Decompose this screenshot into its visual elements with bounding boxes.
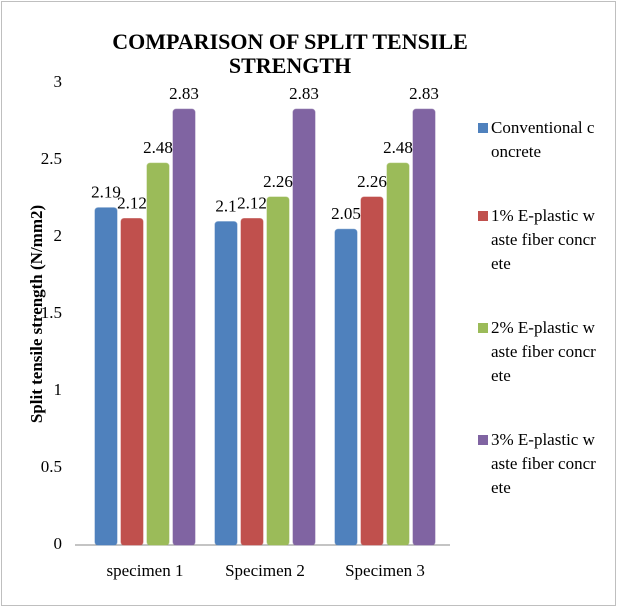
chart-title: COMPARISON OF SPLIT TENSILE STRENGTH [112,29,468,78]
legend-swatch [478,323,488,333]
y-tick-label: 1 [54,380,63,399]
data-label: 2.83 [409,84,439,103]
legend-label: 1% E-plastic waste fiber concrete [491,206,596,273]
legend-item: 1% E-plastic waste fiber concrete [478,204,608,276]
data-label: 2.26 [263,172,293,191]
data-label: 2.1 [215,197,236,216]
bar [94,207,118,546]
data-label: 2.83 [289,84,319,103]
legend-swatch [478,123,488,133]
legend-swatch [478,211,488,221]
y-tick-label: 0 [54,534,63,553]
legend-label: 3% E-plastic waste fiber concrete [491,430,596,497]
bar [334,228,358,546]
legend-item: 2% E-plastic waste fiber concrete [478,316,608,388]
data-label: 2.48 [143,138,173,157]
data-label: 2.83 [169,84,199,103]
legend: Conventional concrete 1% E-plastic waste … [478,116,608,500]
bar [172,108,196,546]
legend-label: 2% E-plastic waste fiber concrete [491,318,596,385]
legend-swatch [478,435,488,445]
data-label: 2.05 [331,204,361,223]
data-label: 2.12 [237,193,267,212]
legend-item: Conventional concrete [478,116,608,164]
legend-item: 3% E-plastic waste fiber concrete [478,428,608,500]
bar [214,221,238,546]
legend-label: Conventional concrete [491,118,595,161]
bar [412,108,436,546]
bar [360,196,384,546]
bar [240,218,264,546]
data-label: 2.26 [357,172,387,191]
y-tick-label: 0.5 [41,457,62,476]
y-axis-label: Split tensile strength (N/mm2) [27,205,46,423]
bar [146,162,170,546]
data-label: 2.12 [117,193,147,212]
y-tick-label: 2 [54,226,63,245]
y-tick-label: 1.5 [41,303,62,322]
x-tick-label: Specimen 2 [225,561,305,580]
data-label: 2.19 [91,183,121,202]
data-label: 2.48 [383,138,413,157]
bar [266,196,290,546]
bar [386,162,410,546]
x-tick-label: specimen 1 [107,561,184,580]
x-tick-label: Specimen 3 [345,561,425,580]
y-tick-label: 2.5 [41,149,62,168]
bar [292,108,316,546]
bar [120,218,144,546]
y-tick-label: 3 [54,72,63,91]
